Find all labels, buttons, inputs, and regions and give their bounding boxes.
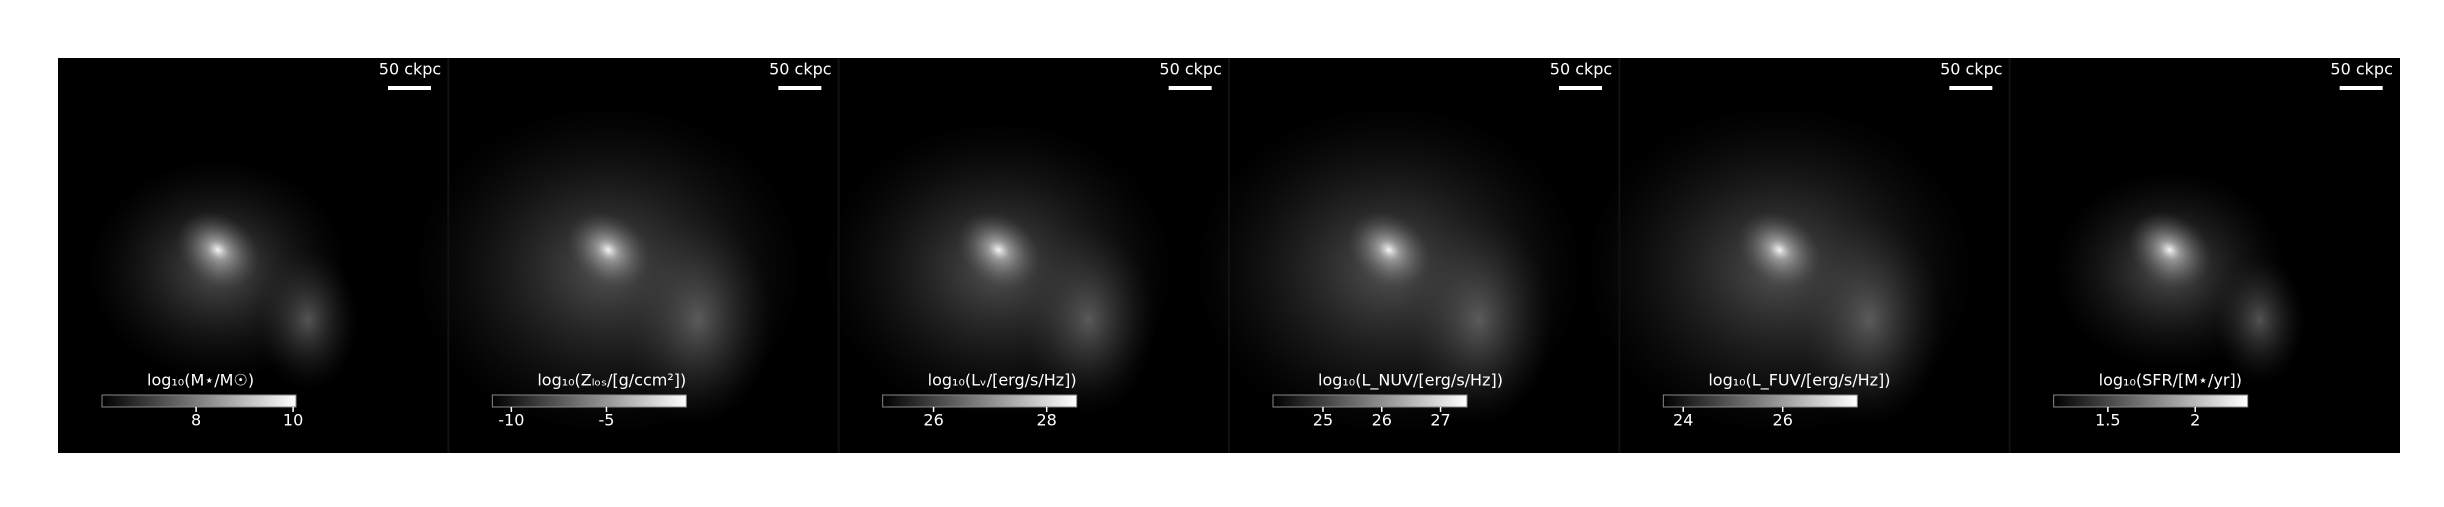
colorbar-tick-label: 1.5	[2095, 411, 2120, 430]
galaxy-core	[566, 211, 651, 289]
colorbar-tick-label: 26	[923, 411, 943, 430]
scale-bar-label: 50 ckpc	[1550, 60, 1612, 79]
colorbar-tick-label: 8	[191, 411, 201, 430]
colorbar	[1662, 394, 1858, 408]
galaxy-tail	[1021, 225, 1157, 415]
colorbar-tick-label: 2	[2190, 411, 2200, 430]
colorbar	[2053, 394, 2249, 408]
galaxy-tail	[1794, 215, 1945, 425]
galaxy-core	[1347, 211, 1431, 289]
galaxy-core	[956, 211, 1041, 289]
colorbar	[882, 394, 1078, 408]
colorbar-tick-label: -10	[498, 411, 524, 430]
colorbar	[491, 394, 687, 408]
galaxy-tail	[2214, 257, 2305, 383]
colorbar-tick-label: 28	[1037, 411, 1057, 430]
galaxy-core	[176, 211, 260, 289]
galaxy-tail	[623, 215, 774, 425]
scale-bar-label: 50 ckpc	[1159, 60, 1221, 79]
galaxy-tail	[258, 250, 358, 390]
colorbar	[101, 394, 297, 408]
colorbar-label: log₁₀(L_NUV/[erg/s/Hz])	[1318, 371, 1503, 391]
galaxy-tail	[1404, 215, 1554, 425]
galaxy-core	[2127, 211, 2212, 289]
colorbar-label: log₁₀(Zₗₒₛ/[g/ccm²])	[537, 371, 686, 390]
colorbar-tick-label: 10	[283, 411, 303, 430]
colorbar-label: log₁₀(L_FUV/[erg/s/Hz])	[1708, 371, 1890, 391]
colorbar-tick-label: -5	[598, 411, 614, 430]
scale-bar-label: 50 ckpc	[379, 60, 441, 79]
colorbar	[1272, 394, 1468, 408]
scale-bar-label: 50 ckpc	[769, 60, 831, 79]
colorbar-tick-label: 26	[1773, 411, 1793, 430]
colorbar-label: log₁₀(SFR/[M⋆/yr])	[2099, 371, 2242, 390]
colorbar-tick-label: 26	[1372, 411, 1392, 430]
galaxy-core	[1737, 211, 1822, 289]
colorbar-tick-label: 25	[1313, 411, 1333, 430]
colorbar-tick-label: 27	[1430, 411, 1450, 430]
scale-bar-label: 50 ckpc	[2330, 60, 2392, 79]
colorbar-label: log₁₀(M⋆/M☉)	[147, 371, 254, 390]
colorbar-label: log₁₀(Lᵥ/[erg/s/Hz])	[928, 371, 1077, 390]
scale-bar-label: 50 ckpc	[1940, 60, 2002, 79]
colorbar-tick-label: 24	[1673, 411, 1693, 430]
